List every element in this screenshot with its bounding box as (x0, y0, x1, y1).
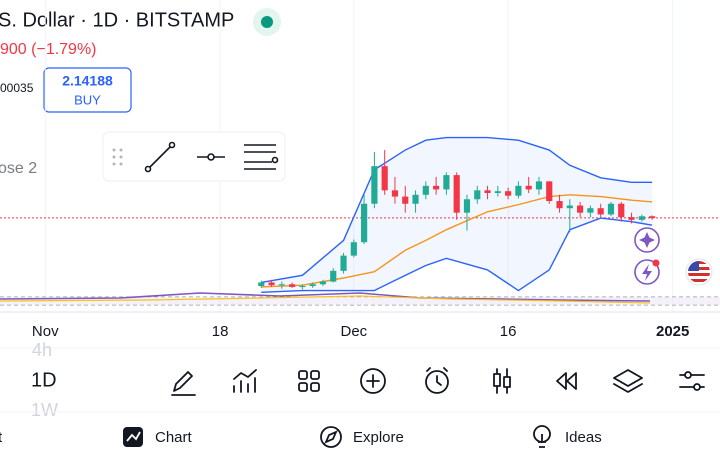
interval-below[interactable]: 1W (31, 400, 58, 420)
candle-body (309, 284, 316, 287)
chart-type-icon[interactable] (493, 368, 511, 394)
flag-icon[interactable] (685, 258, 713, 286)
horizontal-ray-tool[interactable] (197, 153, 225, 161)
sell-value: 00035 (0, 81, 34, 95)
candle-body (433, 185, 440, 190)
indicator-label: ose 2 (0, 160, 37, 177)
price-change: 900 (−1.79%) (0, 41, 97, 58)
flash-button[interactable] (634, 259, 660, 285)
candle-body (381, 166, 388, 191)
indicators-icon[interactable] (233, 369, 257, 393)
interval-above[interactable]: 4h (32, 340, 52, 360)
level-fill (0, 297, 720, 305)
trend-line-tool[interactable] (144, 141, 176, 173)
add-icon[interactable] (360, 368, 386, 394)
candle-body (278, 284, 285, 286)
candle-body (340, 255, 347, 271)
candle-body (258, 282, 265, 287)
candle-body (422, 185, 429, 195)
candle-body (618, 203, 625, 218)
ideas-icon[interactable] (533, 425, 551, 448)
candle-body (453, 175, 460, 213)
layout-icon[interactable] (298, 370, 320, 392)
drag-handle (112, 148, 123, 166)
candle-body (525, 185, 532, 190)
candle-body (484, 190, 491, 193)
chart-tab-icon[interactable] (123, 427, 143, 447)
overlay-line (261, 136, 653, 284)
x-tick-label: Dec (340, 323, 367, 340)
candle-body (330, 270, 337, 282)
symbol-title: S. Dollar · 1D · BITSTAMP (0, 9, 234, 31)
candle-body (443, 175, 450, 190)
x-tick-label: 16 (500, 323, 517, 340)
replay-icon[interactable] (556, 372, 577, 390)
x-tick-label: 2025 (656, 323, 689, 340)
draw-icon[interactable] (171, 371, 196, 396)
candle-body (607, 203, 615, 215)
candle-body (597, 208, 604, 215)
candle-body (649, 216, 656, 219)
status-dot (261, 16, 273, 28)
buy-button[interactable] (43, 67, 132, 113)
candle-body (289, 284, 296, 287)
candle-body (412, 194, 419, 204)
candle-body (474, 190, 481, 200)
buy-price[interactable]: 2.14188 (62, 73, 113, 89)
toolbar-bg (102, 131, 286, 182)
x-tick-label: 18 (212, 323, 229, 340)
candle-body (535, 181, 543, 190)
ai-button[interactable] (634, 227, 660, 253)
candle-body (299, 286, 306, 288)
explore-icon[interactable] (320, 426, 342, 448)
nav-chart[interactable]: Chart (155, 429, 193, 446)
candle-body (350, 242, 357, 256)
indicator-line (0, 292, 651, 302)
candle-body (319, 281, 327, 285)
candle-body (494, 191, 501, 193)
plot (0, 0, 720, 312)
nav-explore[interactable]: Explore (353, 429, 404, 446)
buy-label[interactable]: BUY (74, 92, 101, 107)
candle-body (587, 208, 594, 213)
x-tick-label: Nov (32, 323, 59, 340)
indicator-pane (0, 292, 720, 313)
candle-body (391, 190, 399, 197)
candle-body (566, 205, 573, 209)
candle-body (463, 199, 471, 213)
settings-icon[interactable] (679, 371, 705, 391)
candle-body (638, 216, 645, 220)
candle-body (505, 191, 512, 196)
layers-icon[interactable] (613, 369, 643, 393)
fib-tool[interactable] (244, 144, 279, 170)
interval-current[interactable]: 1D (31, 369, 57, 391)
indicator-signal (0, 295, 651, 304)
overlay-line (261, 217, 653, 294)
candle-body (402, 196, 409, 204)
candle-body (546, 181, 553, 202)
nav-ideas[interactable]: Ideas (565, 429, 602, 446)
nav-item[interactable]: t (0, 429, 3, 446)
alert-icon[interactable] (425, 367, 449, 394)
candle-body (371, 166, 378, 204)
candle-body (628, 217, 635, 220)
drawing-toolbar (102, 131, 286, 182)
candle-body (361, 203, 368, 243)
candle-body (577, 205, 584, 213)
candle-body (268, 282, 275, 286)
candle-body (515, 185, 522, 196)
candle-body (556, 201, 563, 209)
